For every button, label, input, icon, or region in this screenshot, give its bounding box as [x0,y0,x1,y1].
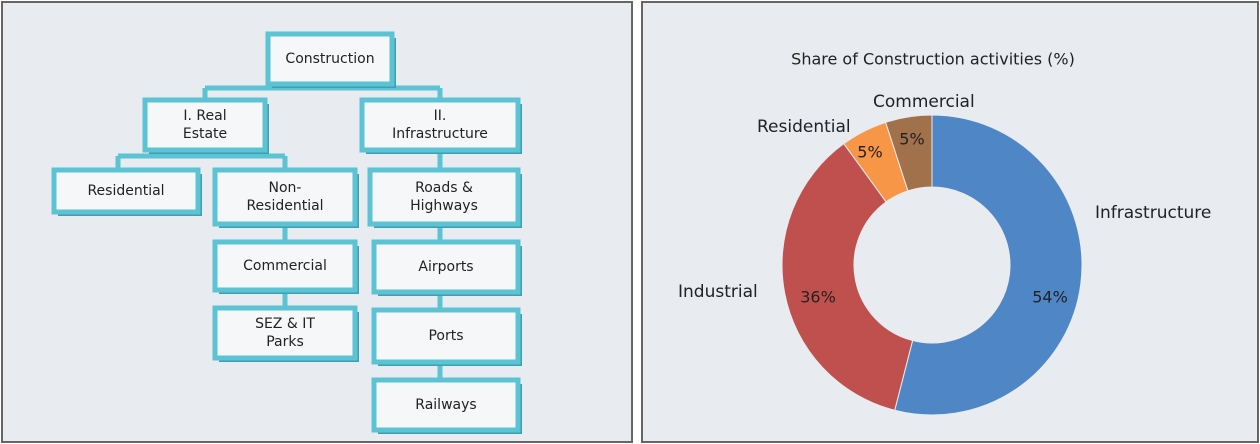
node-layer: Construction I. Real Estate II. Infrastructu… [51,31,522,434]
node-box [371,377,521,433]
donut-slice [894,114,1083,416]
node-box [142,97,268,153]
node-label: SEZ & IT [255,316,315,332]
node-label: Railways [415,397,476,413]
node-label: Roads & [415,180,473,196]
node-label: Infrastructure [392,126,488,142]
node-label: Ports [428,328,463,344]
value-label: 5% [857,143,882,162]
node-box [212,305,358,361]
category-label: Industrial [678,282,758,302]
node-box [51,167,201,215]
donut-chart: Infrastructure 54% Industrial 36% Residentia… [678,92,1211,416]
node-label: Parks [266,334,304,350]
donut-slice [885,114,933,192]
node-box [212,239,358,293]
node-label: Residential [87,183,164,199]
node-label: Construction [285,51,374,67]
node-box [265,31,395,87]
node-label: Commercial [243,258,327,274]
node-box [371,239,521,295]
node-box [359,97,521,153]
category-label: Infrastructure [1095,203,1211,223]
category-label: Residential [757,117,851,137]
node-box [212,167,358,227]
value-label: 5% [899,130,924,149]
value-label: 36% [800,288,836,307]
donut-slice [781,142,914,411]
node-label: Airports [418,259,473,275]
node-label: Non- [269,180,302,196]
node-box [371,307,521,365]
chart-title: Share of Construction activities (%) [791,50,1075,69]
node-label: Estate [183,126,227,142]
node-label: II. [434,108,447,124]
node-label: I. Real [183,108,226,124]
node-box [367,167,521,227]
value-label: 54% [1032,288,1068,307]
node-label: Residential [246,198,323,214]
node-label: Highways [410,198,478,214]
category-label: Commercial [873,92,975,112]
